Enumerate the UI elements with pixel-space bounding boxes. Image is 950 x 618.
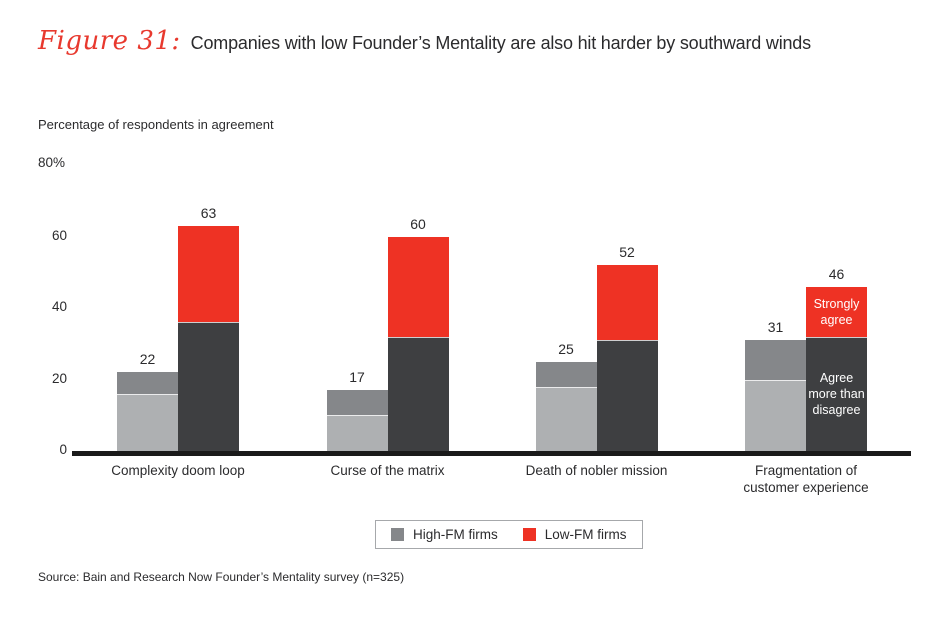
legend-swatch-low-fm-icon bbox=[522, 528, 536, 541]
bar-value-label-high-fm-death-of-nobler-mission: 25 bbox=[558, 340, 574, 357]
bar-value-label-high-fm-complexity-doom-loop: 22 bbox=[139, 351, 156, 368]
bar-value-label-high-fm-curse-of-the-matrix: 17 bbox=[349, 369, 365, 386]
x-axis-line bbox=[72, 451, 911, 456]
category-label-curse-of-the-matrix: Curse of the matrix bbox=[330, 463, 445, 478]
bar-value-label-low-fm-complexity-doom-loop: 63 bbox=[200, 204, 217, 221]
y-axis-tick-40: 40 bbox=[51, 299, 67, 315]
bar-segment-high-fm-strongly-agree-fragmentation-of bbox=[745, 340, 806, 380]
y-axis-tick-60: 60 bbox=[51, 227, 67, 243]
bar-segment-high-fm-strongly-agree-complexity-doom-loop bbox=[117, 372, 178, 394]
bar-segment-high-fm-agree-more-than-disagree-curse-of-the-matrix bbox=[326, 415, 388, 451]
legend-label-low-fm: Low-FM firms bbox=[544, 527, 627, 542]
bar-segment-low-fm-strongly-agree-complexity-doom-loop bbox=[178, 225, 239, 323]
bar-segment-low-fm-agree-more-than-disagree-fragmentation-of bbox=[806, 336, 867, 451]
bar-segment-high-fm-agree-more-than-disagree-fragmentation-of bbox=[745, 379, 806, 451]
bar-segment-high-fm-strongly-agree-death-of-nobler-mission bbox=[535, 361, 597, 387]
legend-item-low-fm: Low-FM firms bbox=[522, 527, 627, 542]
figure-heading: Figure 31: Companies with low Founder’s … bbox=[38, 26, 811, 56]
source-note: Source: Bain and Research Now Founder’s … bbox=[38, 570, 405, 584]
legend-item-high-fm: High-FM firms bbox=[391, 527, 498, 542]
category-label-complexity-doom-loop: Complexity doom loop bbox=[111, 463, 245, 478]
bar-segment-low-fm-agree-more-than-disagree-curse-of-the-matrix bbox=[387, 336, 449, 451]
bar-inner-label-strongly-agree: Strongly agree bbox=[813, 296, 860, 327]
bar-segment-high-fm-agree-more-than-disagree-complexity-doom-loop bbox=[117, 393, 178, 451]
bar-value-label-high-fm-fragmentation-of: 31 bbox=[767, 319, 784, 336]
category-label-death-of-nobler-mission: Death of nobler mission bbox=[525, 463, 668, 478]
legend: High-FM firms Low-FM firms bbox=[375, 520, 643, 549]
y-axis-title: Percentage of respondents in agreement bbox=[38, 117, 274, 132]
bar-value-label-low-fm-death-of-nobler-mission: 52 bbox=[619, 244, 635, 261]
bar-segment-high-fm-agree-more-than-disagree-death-of-nobler-mission bbox=[535, 386, 597, 451]
bar-value-label-low-fm-curse-of-the-matrix: 60 bbox=[410, 215, 426, 232]
legend-swatch-high-fm-icon bbox=[391, 528, 404, 541]
bar-segment-low-fm-strongly-agree-curse-of-the-matrix bbox=[387, 236, 449, 337]
bar-value-label-low-fm-fragmentation-of: 46 bbox=[828, 265, 845, 282]
bar-segment-low-fm-agree-more-than-disagree-death-of-nobler-mission bbox=[596, 340, 658, 451]
bar-segment-low-fm-agree-more-than-disagree-complexity-doom-loop bbox=[178, 322, 239, 451]
bar-segment-low-fm-strongly-agree-fragmentation-of bbox=[806, 286, 867, 337]
y-axis-max-label: 80% bbox=[38, 155, 66, 170]
y-axis-tick-0: 0 bbox=[59, 442, 67, 457]
category-label-fragmentation-of: Fragmentation of customer experience bbox=[743, 463, 869, 495]
bar-segment-high-fm-strongly-agree-curse-of-the-matrix bbox=[326, 390, 388, 416]
figure-title: Companies with low Founder’s Mentality a… bbox=[190, 33, 811, 53]
bar-inner-label-agree-more-than-disagree: Agree more than disagree bbox=[808, 370, 865, 417]
legend-label-high-fm: High-FM firms bbox=[413, 527, 498, 542]
y-axis-tick-20: 20 bbox=[51, 370, 67, 386]
figure-number-label: Figure 31: bbox=[38, 26, 181, 56]
bar-segment-low-fm-strongly-agree-death-of-nobler-mission bbox=[596, 265, 658, 341]
